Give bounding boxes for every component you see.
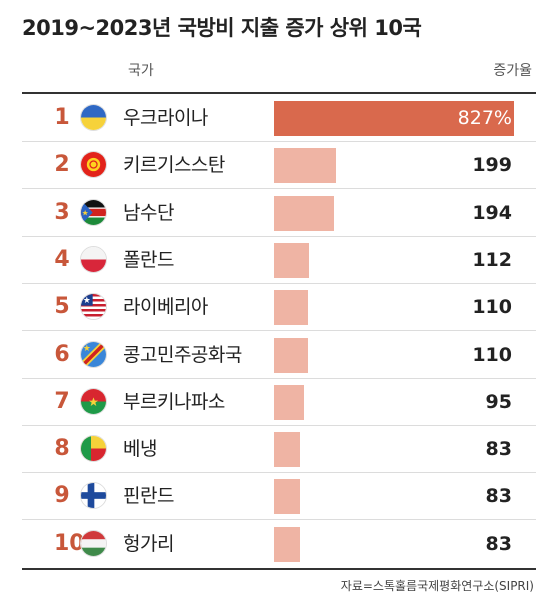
row-divider xyxy=(22,235,536,237)
bar xyxy=(274,337,308,373)
country-label: 부르키나파소 xyxy=(123,390,225,413)
value-label: 199 xyxy=(472,154,512,177)
bar-row: 6 콩고민주공화국 110 xyxy=(22,332,536,379)
bar xyxy=(274,290,308,326)
dr-congo-flag-icon xyxy=(80,340,107,368)
country-label: 콩고민주공화국 xyxy=(123,343,242,366)
bar-row: 9 핀란드 83 xyxy=(22,473,536,521)
poland-flag-icon xyxy=(80,245,107,273)
country-label: 우크라이나 xyxy=(123,107,208,129)
row-divider xyxy=(22,188,536,190)
bar xyxy=(274,148,336,184)
country-label: 베냉 xyxy=(123,438,157,461)
bar-row: 2 키르기스스탄 199 xyxy=(22,142,536,190)
row-divider xyxy=(22,424,536,426)
bar xyxy=(274,526,300,562)
source-note: 자료=스톡홀름국제평화연구소(SIPRI) xyxy=(340,579,534,593)
kyrgyzstan-flag-icon xyxy=(80,151,107,179)
value-label: 83 xyxy=(485,532,512,555)
bar xyxy=(274,242,309,278)
bar xyxy=(274,195,334,231)
bar xyxy=(274,479,300,515)
finland-flag-icon xyxy=(80,482,107,510)
country-label: 라이베리아 xyxy=(123,296,208,319)
bar-row: 8 베냉 83 xyxy=(22,426,536,474)
row-divider xyxy=(22,472,536,474)
value-label: 83 xyxy=(485,485,512,508)
column-header-rate: 증가율 xyxy=(493,63,532,79)
bar xyxy=(274,101,514,136)
country-label: 핀란드 xyxy=(123,485,174,508)
liberia-flag-icon xyxy=(80,293,107,321)
value-label: 110 xyxy=(472,343,512,366)
rank-label: 10 xyxy=(54,530,85,556)
value-label: 827% xyxy=(457,107,512,129)
rank-label: 6 xyxy=(54,341,70,367)
rank-label: 1 xyxy=(54,105,70,130)
table-top-rule xyxy=(22,92,536,94)
value-label: 112 xyxy=(472,248,512,271)
country-label: 헝가리 xyxy=(123,532,174,555)
burkina-faso-flag-icon xyxy=(80,387,107,415)
value-label: 110 xyxy=(472,296,512,319)
row-divider xyxy=(22,377,536,379)
value-label: 83 xyxy=(485,438,512,461)
bar xyxy=(274,432,300,468)
country-label: 남수단 xyxy=(123,201,174,224)
country-label: 키르기스스탄 xyxy=(123,154,225,177)
country-label: 폴란드 xyxy=(123,248,174,271)
bar-row: 7 부르키나파소 95 xyxy=(22,379,536,426)
hungary-flag-icon xyxy=(80,529,107,557)
table-bottom-rule xyxy=(22,568,536,570)
bar-row: 5 라이베리아 110 xyxy=(22,284,536,332)
ukraine-flag-icon xyxy=(80,104,107,131)
rank-label: 7 xyxy=(54,388,70,414)
rank-label: 3 xyxy=(54,199,70,225)
rank-label: 4 xyxy=(54,246,70,272)
south-sudan-flag-icon xyxy=(80,198,107,226)
value-label: 194 xyxy=(472,201,512,224)
bar-row: 10 헝가리 83 xyxy=(22,521,536,568)
row-divider xyxy=(22,330,536,332)
bar-row: 4 폴란드 112 xyxy=(22,237,536,284)
rank-label: 2 xyxy=(54,152,70,178)
row-divider xyxy=(22,282,536,284)
bar-row: 3 남수단 194 xyxy=(22,190,536,237)
rank-label: 5 xyxy=(54,294,70,320)
row-divider xyxy=(22,141,536,142)
rank-label: 9 xyxy=(54,483,70,509)
bar-row: 1 우크라이나 827% xyxy=(22,95,536,142)
rank-label: 8 xyxy=(54,436,70,462)
value-label: 95 xyxy=(485,390,512,413)
bar xyxy=(274,384,304,420)
benin-flag-icon xyxy=(80,435,107,463)
chart-title: 2019~2023년 국방비 지출 증가 상위 10국 xyxy=(22,16,422,40)
row-divider xyxy=(22,519,536,521)
column-header-country: 국가 xyxy=(128,63,154,79)
